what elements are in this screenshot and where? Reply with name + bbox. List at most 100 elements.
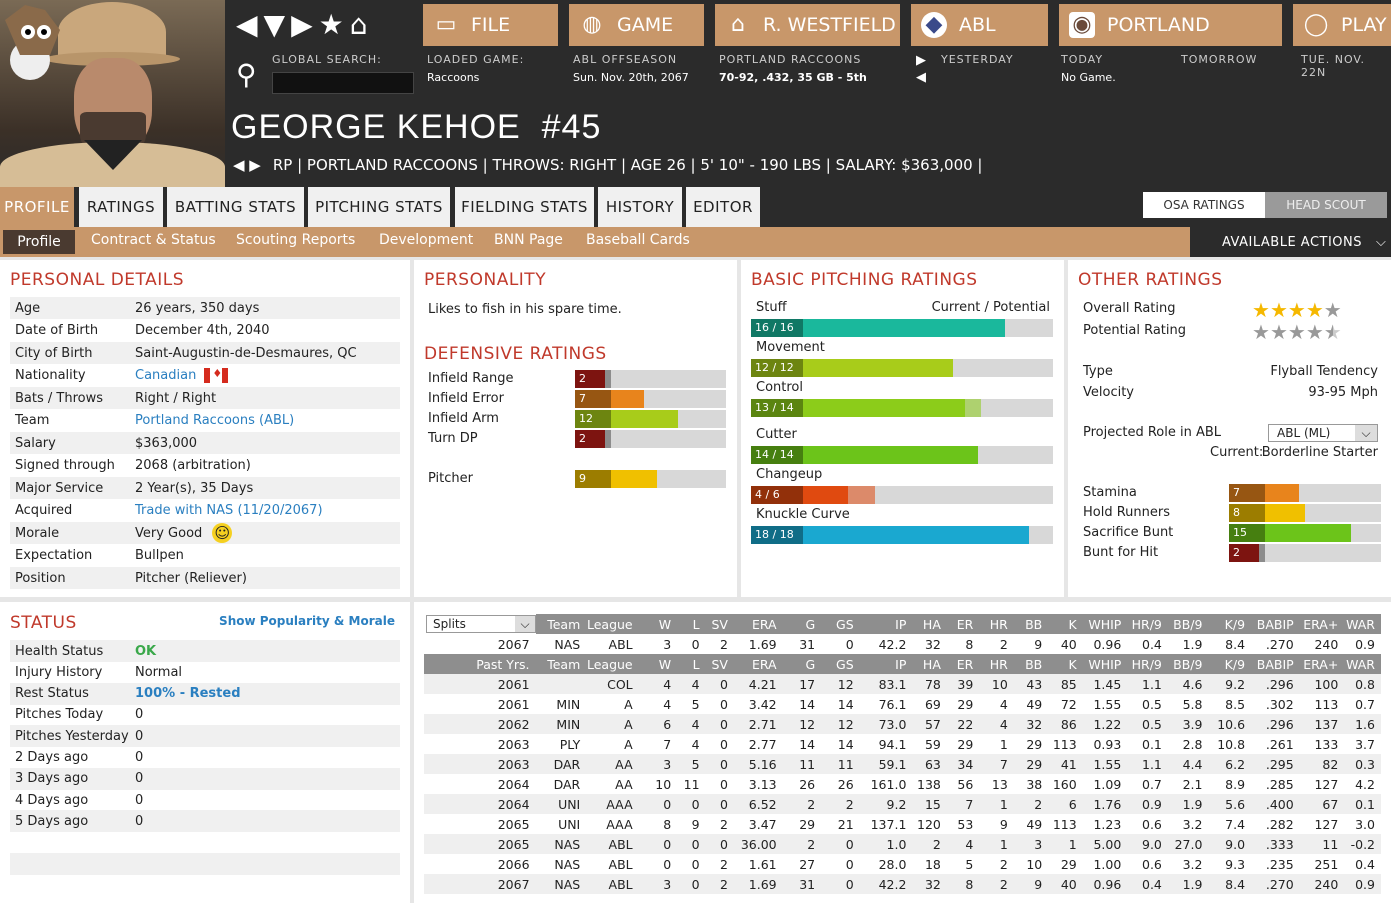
stats-row-cell: 29	[957, 736, 974, 752]
status-row: 4 Days ago 0	[10, 789, 400, 811]
subnav-cards[interactable]: Baseball Cards	[586, 232, 690, 248]
stats-row-cell: 6.52	[733, 794, 783, 814]
prev-day-icon[interactable]: ◀	[916, 70, 926, 85]
stats-row-cell: 113	[1314, 696, 1339, 712]
stats-row-cell: 1.9	[1167, 794, 1209, 814]
stats-row-cell: 26	[799, 776, 816, 792]
game-button[interactable]: ◍ GAME	[569, 4, 704, 46]
defensive-bar: 2	[575, 430, 726, 448]
stats-header-cell: WAR	[1344, 614, 1381, 634]
stats-row-cell: 0	[705, 834, 734, 854]
tab-profile[interactable]: PROFILE	[0, 187, 74, 227]
tab-batting-stats[interactable]: BATTING STATS	[167, 187, 304, 227]
file-button[interactable]: ▭ FILE	[423, 4, 558, 46]
stats-row-cell: .235	[1265, 856, 1294, 872]
stats-row-cell: 12	[782, 714, 822, 734]
subnav-development[interactable]: Development	[379, 232, 474, 248]
status-panel: STATUS Show Popularity & Morale Health S…	[0, 602, 410, 903]
defensive-label: Infield Range	[428, 371, 514, 386]
manager-button[interactable]: ⌂ R. WESTFIELD	[715, 4, 900, 46]
menu-down-icon[interactable]: ▼	[263, 8, 292, 41]
personality-panel: PERSONALITY Likes to fish in his spare t…	[414, 260, 737, 597]
status-empty-row	[10, 832, 400, 854]
stats-current-row-cell: .270	[1265, 636, 1294, 652]
stats-row-cell: 0.4	[1355, 856, 1375, 872]
star-half-icon: ★	[1323, 320, 1342, 344]
tab-fielding-stats[interactable]: FIELDING STATS	[455, 187, 594, 227]
stats-past-header-cell: BABIP	[1251, 654, 1300, 674]
subnav-profile[interactable]: Profile	[3, 230, 75, 254]
stats-row-cell: 8.5	[1225, 696, 1246, 712]
stats-row-cell: 8.4	[1208, 874, 1252, 894]
stats-row-cell: 4.6	[1167, 674, 1209, 694]
stats-row-cell: 1.69	[733, 874, 783, 894]
team-button[interactable]: ◉ PORTLAND	[1059, 4, 1282, 46]
forward-icon[interactable]: ▶	[291, 8, 319, 41]
stats-row-cell: 113	[1052, 736, 1077, 752]
loaded-game-value: Raccoons	[427, 71, 480, 84]
player-name: GEORGE KEHOE #45	[231, 108, 602, 146]
stats-row-cell: 1.9	[1167, 874, 1209, 894]
personal-value[interactable]: Canadian	[135, 368, 197, 383]
stats-row-cell: 0.6	[1142, 816, 1162, 832]
subnav-contract[interactable]: Contract & Status	[91, 232, 216, 248]
tab-pitching-stats[interactable]: PITCHING STATS	[308, 187, 450, 227]
tab-ratings[interactable]: RATINGS	[79, 187, 163, 227]
next-date-label: TUE. NOV. 22N	[1301, 53, 1366, 79]
home-icon[interactable]: ⌂	[349, 8, 374, 41]
stats-row-cell: 83.1	[859, 674, 913, 694]
global-search-label: GLOBAL SEARCH:	[272, 53, 382, 66]
subnav-scouting[interactable]: Scouting Reports	[236, 232, 356, 248]
stats-row-cell: 2067	[424, 874, 536, 894]
status-empty-row	[10, 874, 400, 896]
tab-history[interactable]: HISTORY	[598, 187, 682, 227]
stats-row-cell: 0	[821, 834, 860, 854]
splits-select[interactable]: Splits ⌵	[426, 615, 536, 633]
league-button[interactable]: ◆ ABL	[911, 4, 1048, 46]
stats-row-cell: 2065	[497, 816, 530, 832]
stats-row-cell: 251	[1314, 856, 1339, 872]
search-icon[interactable]: ⚲	[236, 58, 257, 91]
nav-arrows[interactable]: ◀▼▶★⌂	[236, 8, 374, 41]
subnav-bnn[interactable]: BNN Page	[494, 232, 563, 248]
role-league-select[interactable]: ABL (ML) ⌵	[1268, 424, 1378, 442]
stats-row-cell: 11	[683, 776, 700, 792]
smiley-icon: ☺	[212, 523, 233, 543]
stats-row-cell: 0.5	[1142, 696, 1162, 712]
stats-panel: Splits ⌵ Team League W L SV ERA G GS IP HA ER HR BB K W…	[414, 602, 1391, 903]
personal-value: $363,000	[135, 435, 198, 451]
show-popularity-link[interactable]: Show Popularity & Morale	[219, 614, 395, 628]
rating-value: 12	[575, 410, 611, 428]
stats-row-cell: 5.00	[1082, 834, 1128, 854]
player-prev-next-icon[interactable]: ◀ ▶	[233, 156, 261, 174]
pitching-label: Knuckle Curve	[756, 507, 850, 522]
back-icon[interactable]: ◀	[236, 8, 264, 41]
day-arrows[interactable]: ▶ ◀	[916, 52, 926, 86]
stats-row: 2065 NAS ABL 0 0 0 36.00 2 0 1.0 2 4 1 3 1 5.00 9.0 27.0 9…	[424, 834, 1381, 854]
today-value: No Game.	[1061, 71, 1116, 84]
head-scout-button[interactable]: HEAD SCOUT	[1265, 192, 1387, 218]
other-ratings-panel: OTHER RATINGS Overall Rating Potential R…	[1068, 260, 1391, 597]
next-day-icon[interactable]: ▶	[916, 53, 926, 68]
current-potential-label: Current / Potential	[931, 300, 1050, 315]
available-actions-button[interactable]: AVAILABLE ACTIONS ⌵	[1190, 227, 1391, 257]
play-button[interactable]: ◯ PLAY	[1293, 4, 1391, 46]
global-search-input[interactable]	[272, 72, 414, 94]
stats-row-cell: 21	[837, 816, 854, 832]
stats-row-cell: 1.6	[1344, 714, 1381, 734]
personal-value[interactable]: Portland Raccoons (ABL)	[135, 413, 295, 428]
stats-row-cell: 7	[663, 736, 672, 752]
rating-fill	[751, 359, 954, 377]
osa-ratings-button[interactable]: OSA RATINGS	[1143, 192, 1265, 218]
stats-row-cell: 26	[837, 776, 854, 792]
stats-row-cell: 9.2	[1208, 674, 1252, 694]
tab-editor[interactable]: EDITOR	[686, 187, 760, 227]
stats-current-row-cell: 0.9	[1355, 636, 1375, 652]
stats-row-cell: 160	[1052, 776, 1077, 792]
stats-row-cell: 78	[912, 674, 947, 694]
star-icon[interactable]: ★	[318, 8, 350, 41]
personal-value[interactable]: Trade with NAS (11/20/2067)	[135, 503, 323, 518]
personal-value: Very Good	[135, 525, 203, 541]
team-logo-icon: ◉	[1069, 12, 1095, 38]
stats-past-header-cell: HR/9	[1127, 654, 1168, 674]
